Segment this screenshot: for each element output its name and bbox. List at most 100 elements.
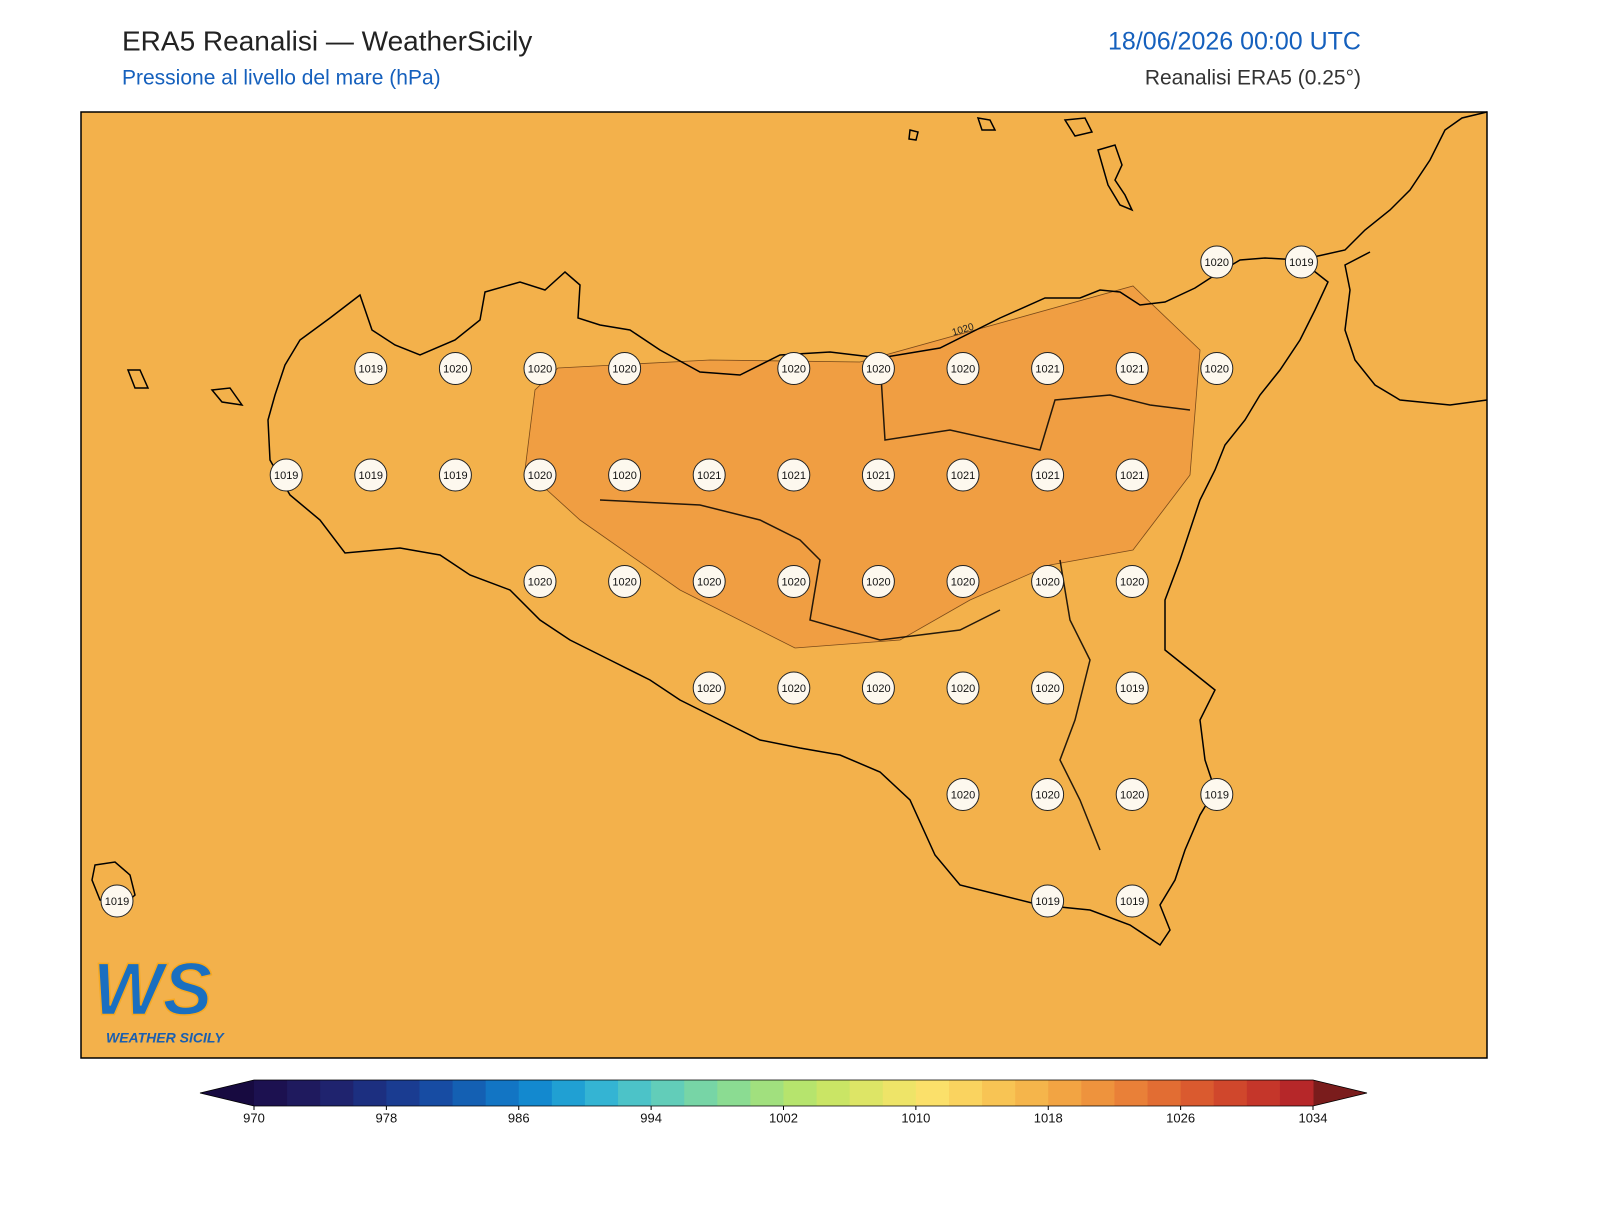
station-marker	[608, 458, 642, 492]
colorbar-bin	[816, 1080, 851, 1106]
station-value: 1019	[1120, 896, 1144, 908]
colorbar-bin	[849, 1080, 884, 1106]
colorbar-bin	[1081, 1080, 1115, 1106]
colorbar-bin	[948, 1080, 983, 1106]
station-marker	[1115, 778, 1149, 811]
colorbar-bin	[419, 1080, 454, 1106]
station-marker	[438, 352, 472, 385]
station-marker	[946, 778, 980, 811]
station-value: 1020	[1205, 257, 1229, 269]
station-marker	[777, 565, 811, 598]
station-marker	[692, 565, 726, 598]
station-value: 1020	[866, 683, 890, 695]
station-value: 1021	[697, 470, 721, 482]
contour-area	[524, 285, 1201, 649]
station-marker	[1115, 565, 1149, 598]
station-marker	[1031, 671, 1065, 705]
station-value: 1019	[274, 470, 298, 482]
station-marker	[523, 352, 557, 385]
station-marker	[777, 458, 811, 492]
logo-mark: WS	[93, 948, 212, 1031]
station-marker	[1200, 245, 1234, 279]
colorbar-bin	[452, 1080, 487, 1106]
station-marker	[523, 565, 557, 598]
station-marker	[608, 352, 642, 385]
station-value: 1020	[1035, 683, 1059, 695]
station-marker	[1115, 884, 1149, 918]
station-value: 1020	[528, 363, 552, 375]
colorbar-tick-label: 1026	[1166, 1110, 1195, 1125]
station-value: 1021	[782, 470, 806, 482]
station-value: 1020	[782, 576, 806, 588]
colorbar-bin	[1246, 1080, 1281, 1106]
station-value: 1020	[1120, 789, 1144, 801]
station-value: 1019	[359, 363, 383, 375]
station-value: 1021	[1035, 470, 1059, 482]
station-value: 1020	[612, 363, 636, 375]
colorbar-bin	[1279, 1080, 1314, 1106]
station-value: 1019	[443, 470, 467, 482]
station-marker	[438, 458, 472, 492]
station-value: 1020	[1120, 576, 1144, 588]
station-value: 1021	[951, 470, 975, 482]
station-value: 1020	[951, 576, 975, 588]
station-marker	[946, 565, 980, 598]
station-value: 1021	[1120, 470, 1144, 482]
station-value: 1020	[951, 363, 975, 375]
stations: 1020 1019 1019 1020 1020 1020 1020 1020 1020 1021…	[100, 245, 1318, 918]
colorbar-bin	[287, 1080, 321, 1106]
station-value: 1020	[697, 683, 721, 695]
station-value: 1020	[866, 363, 890, 375]
station-marker	[100, 884, 134, 918]
station-marker	[523, 458, 557, 492]
colorbar-tick-label: 978	[376, 1110, 398, 1125]
station-value: 1020	[443, 363, 467, 375]
station-marker	[861, 565, 895, 598]
station-marker	[1031, 458, 1065, 492]
colorbar-bin	[386, 1080, 420, 1106]
title: ERA5 Reanalisi — WeatherSicily	[122, 25, 532, 56]
map-frame	[80, 111, 1488, 1059]
station-value: 1020	[612, 470, 636, 482]
colorbar-bin	[717, 1080, 751, 1106]
colorbar-bin	[1048, 1080, 1082, 1106]
colorbar-bin	[584, 1080, 619, 1106]
source: Reanalisi ERA5 (0.25°)	[1145, 67, 1361, 90]
station-marker	[1031, 352, 1065, 385]
colorbar-bin	[518, 1080, 553, 1106]
colorbar-bin	[485, 1080, 520, 1106]
colorbar: 970 978 986 994 1002 1010 1018 1026 1034	[199, 1079, 1368, 1125]
colorbar-over	[1313, 1080, 1367, 1106]
station-value: 1020	[1035, 789, 1059, 801]
colorbar-bin	[1114, 1080, 1149, 1106]
station-value: 1021	[1035, 363, 1059, 375]
station-value: 1020	[1205, 363, 1229, 375]
colorbar-bin	[353, 1080, 387, 1106]
colorbar-tick-label: 970	[243, 1110, 265, 1125]
colorbar-tick-label: 986	[508, 1110, 530, 1125]
station-value: 1020	[951, 683, 975, 695]
station-marker	[692, 458, 726, 492]
station-marker	[1031, 884, 1065, 918]
station-marker	[946, 458, 980, 492]
station-marker	[946, 671, 980, 705]
station-value: 1021	[866, 470, 890, 482]
station-value: 1019	[1205, 789, 1229, 801]
colorbar-tick-label: 1010	[901, 1110, 930, 1125]
colorbar-bin	[1015, 1080, 1049, 1106]
logo: WS WEATHER SICILY	[92, 947, 225, 1046]
colorbar-bin	[1213, 1080, 1248, 1106]
station-value: 1019	[1289, 257, 1313, 269]
station-marker	[861, 458, 895, 492]
station-value: 1019	[1120, 683, 1144, 695]
station-marker	[354, 352, 388, 385]
logo-text: WEATHER SICILY	[106, 1030, 225, 1046]
colorbar-bin	[1147, 1080, 1182, 1106]
station-marker	[861, 671, 895, 705]
coastline	[91, 111, 1488, 947]
station-value: 1020	[612, 576, 636, 588]
subtitle: Pressione al livello del mare (hPa)	[122, 67, 441, 90]
station-value: 1019	[359, 470, 383, 482]
datetime: 18/06/2026 00:00 UTC	[1108, 28, 1361, 56]
station-value: 1020	[951, 789, 975, 801]
